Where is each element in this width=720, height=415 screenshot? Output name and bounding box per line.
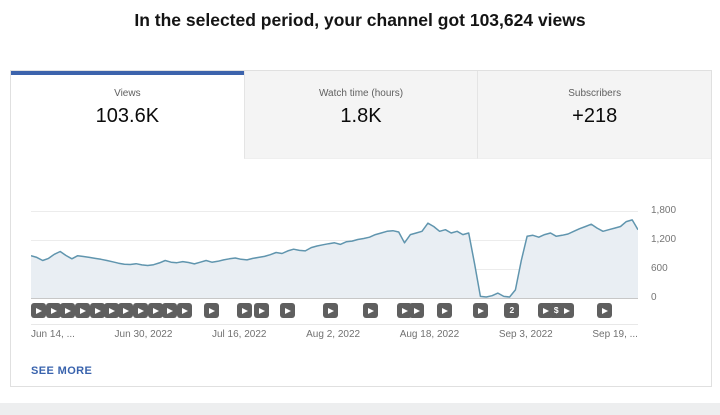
video-upload-marker[interactable] — [59, 303, 75, 318]
video-upload-marker[interactable] — [162, 303, 178, 318]
play-icon — [413, 307, 420, 314]
video-upload-marker[interactable] — [148, 303, 164, 318]
views-series — [31, 219, 638, 298]
play-icon — [208, 307, 215, 314]
x-axis-label: Aug 2, 2022 — [306, 329, 361, 340]
views-area-chart: 1,800 1,200 600 0 2 $ Jun 14, ... Jun 30, 202… — [11, 159, 713, 340]
x-axis-label: Jul 16, 2022 — [212, 329, 267, 340]
play-icon — [401, 307, 408, 314]
video-upload-marker[interactable] — [437, 303, 453, 318]
tab-views-label: Views — [114, 88, 141, 99]
y-axis: 1,800 1,200 600 0 — [651, 166, 709, 303]
video-markers-row: 2 $ — [31, 303, 638, 319]
y-axis-label: 1,200 — [651, 234, 677, 245]
video-upload-marker[interactable] — [74, 303, 90, 318]
video-upload-marker[interactable] — [396, 303, 412, 318]
play-icon — [258, 307, 265, 314]
video-upload-marker[interactable] — [253, 303, 269, 318]
tab-subscribers-label: Subscribers — [568, 88, 622, 99]
x-axis-label: Sep 3, 2022 — [498, 329, 553, 340]
next-section-edge — [0, 403, 720, 415]
play-icon — [138, 307, 145, 314]
video-count-marker[interactable]: 2 — [504, 303, 520, 318]
play-icon — [64, 307, 71, 314]
play-icon — [601, 307, 608, 314]
page-title: In the selected period, your channel got… — [134, 10, 586, 30]
play-icon — [36, 307, 42, 314]
video-upload-marker[interactable] — [280, 303, 296, 318]
plot-area — [31, 166, 638, 301]
views-line — [31, 219, 638, 298]
play-icon — [327, 307, 334, 314]
video-upload-marker[interactable] — [203, 303, 219, 318]
gridline-1800 — [31, 211, 638, 212]
video-upload-marker[interactable] — [31, 303, 46, 318]
tab-watch-time-value: 1.8K — [340, 105, 382, 127]
tab-views-value: 103.6K — [95, 105, 160, 127]
video-upload-marker[interactable] — [176, 303, 192, 318]
play-icon — [242, 307, 249, 314]
x-axis-label: Sep 19, ... — [592, 329, 638, 340]
video-upload-marker[interactable] — [363, 303, 379, 318]
gridline-1200 — [31, 240, 638, 241]
play-icon — [442, 307, 449, 314]
tab-subscribers-value: +218 — [572, 105, 618, 127]
video-upload-marker[interactable] — [596, 303, 612, 318]
analytics-card: Views 103.6K Watch time (hours) 1.8K Sub… — [10, 70, 712, 387]
video-upload-marker[interactable] — [559, 303, 575, 318]
video-upload-marker[interactable] — [408, 303, 424, 318]
x-axis: Jun 14, ... Jun 30, 2022 Jul 16, 2022 Aug 2… — [31, 324, 638, 340]
x-axis-label: Aug 18, 2022 — [399, 329, 460, 340]
play-icon — [285, 307, 292, 314]
play-icon — [543, 307, 550, 314]
play-icon — [368, 307, 375, 314]
video-upload-marker[interactable] — [322, 303, 338, 318]
tab-views[interactable]: Views 103.6K — [11, 71, 244, 159]
play-icon — [478, 307, 485, 314]
play-icon — [167, 307, 174, 314]
play-icon — [79, 307, 86, 314]
x-axis-label: Jun 14, ... — [31, 329, 75, 340]
metric-tabs: Views 103.6K Watch time (hours) 1.8K Sub… — [11, 71, 712, 159]
y-axis-label: 0 — [651, 292, 657, 303]
gridline-0 — [31, 298, 638, 299]
play-icon — [123, 307, 130, 314]
play-icon — [181, 307, 188, 314]
tab-subscribers[interactable]: Subscribers +218 — [477, 71, 712, 159]
video-upload-marker[interactable] — [104, 303, 120, 318]
tab-watch-time-label: Watch time (hours) — [318, 88, 404, 99]
y-axis-label: 600 — [651, 263, 668, 274]
video-upload-marker[interactable] — [133, 303, 149, 318]
video-upload-marker[interactable] — [237, 303, 253, 318]
tab-watch-time[interactable]: Watch time (hours) 1.8K — [243, 71, 478, 159]
x-axis-label: Jun 30, 2022 — [114, 329, 173, 340]
video-upload-marker[interactable] — [473, 303, 489, 318]
play-icon — [153, 307, 160, 314]
video-upload-marker[interactable] — [89, 303, 105, 318]
area-fill — [31, 219, 638, 298]
video-count-label: 2 — [509, 305, 515, 316]
see-more-link[interactable]: SEE MORE — [31, 365, 93, 377]
play-icon — [94, 307, 101, 314]
video-upload-marker[interactable] — [45, 303, 61, 318]
play-icon — [50, 307, 57, 314]
dollar-icon: $ — [553, 305, 559, 316]
y-axis-label: 1,800 — [651, 205, 677, 216]
play-icon — [109, 307, 116, 314]
play-icon — [564, 307, 571, 314]
video-upload-marker[interactable] — [118, 303, 134, 318]
